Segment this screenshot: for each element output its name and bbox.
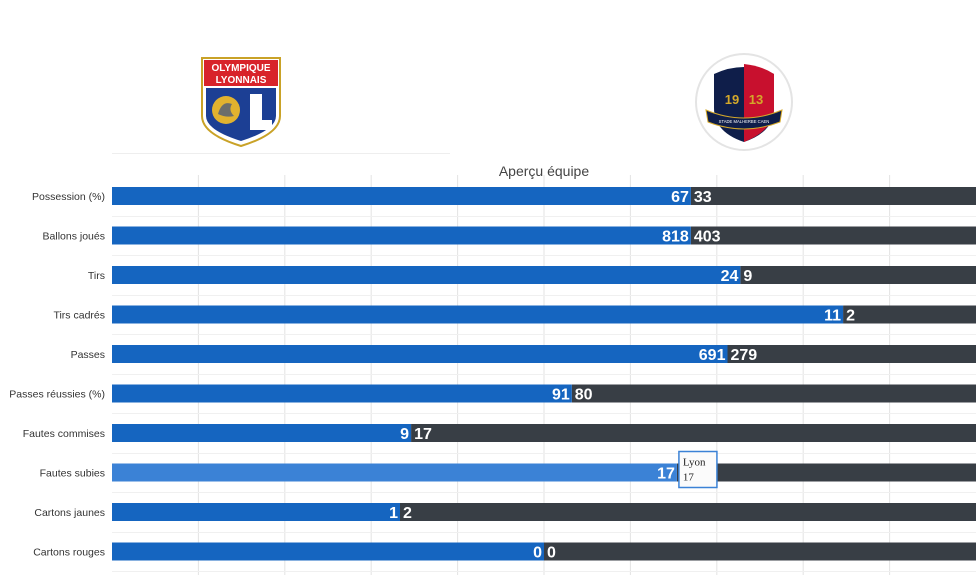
lyon-logo: OLYMPIQUE LYONNAIS (201, 57, 281, 148)
category-label: Cartons jaunes (34, 507, 105, 519)
bar-home[interactable] (112, 226, 691, 245)
category-label: Fautes commises (23, 428, 105, 440)
bar-home[interactable] (112, 424, 412, 442)
category-label: Passes réussies (%) (9, 389, 105, 401)
chart-bars: Possession (%) 67 33 Ballons joués 818 403 Tir… (9, 187, 977, 562)
category-label: Possession (%) (32, 191, 105, 203)
bar-away-value: 403 (694, 229, 721, 246)
caen-logo-year-right: 13 (749, 92, 763, 107)
bar-away-value: 33 (694, 189, 712, 206)
caen-logo: 19 13 STADE MALHERBE CAEN (695, 53, 793, 151)
bar-home-value: 691 (699, 347, 726, 364)
category-label: Tirs cadrés (53, 310, 105, 322)
bar-away[interactable] (690, 226, 976, 245)
tooltip-box (678, 450, 718, 489)
bar-away[interactable] (571, 384, 976, 403)
bar-home-value: 24 (721, 268, 739, 285)
bar-home[interactable] (112, 463, 677, 482)
bar-away-value: 80 (575, 387, 593, 404)
bar-home-value: 0 (533, 545, 542, 562)
bar-home-value: 17 (657, 466, 675, 483)
category-label: Ballons joués (43, 231, 105, 243)
bar-away[interactable] (676, 463, 976, 482)
bar-home-value: 1 (389, 505, 398, 522)
lyon-logo-text-2: LYONNAIS (216, 75, 267, 86)
bar-home[interactable] (112, 542, 544, 561)
bar-away[interactable] (400, 503, 976, 521)
bar-home[interactable] (112, 266, 741, 284)
category-label: Passes (71, 349, 105, 361)
bar-home[interactable] (112, 384, 572, 403)
bar-away-value: 2 (403, 505, 412, 522)
bar-away-value: 2 (846, 308, 855, 325)
bar-home[interactable] (112, 187, 691, 205)
caen-logo-motto: STADE MALHERBE CAEN (719, 119, 770, 124)
lyon-logo-red-band (204, 60, 278, 86)
bar-away[interactable] (740, 266, 976, 284)
bar-away-value: 9 (743, 268, 752, 285)
bar-away[interactable] (411, 424, 977, 442)
bar-away[interactable] (690, 187, 976, 205)
bar-away[interactable] (544, 542, 976, 561)
bar-away-value: 17 (414, 426, 432, 443)
bar-home-value: 67 (671, 189, 689, 206)
tooltip-value: 17 (683, 472, 695, 484)
caen-logo-year-left: 19 (725, 92, 739, 107)
bar-home[interactable] (112, 305, 844, 324)
category-label: Tirs (88, 270, 105, 282)
bar-home-value: 9 (400, 426, 409, 443)
bar-away-value: 0 (547, 545, 556, 562)
lyon-logo-text-1: OLYMPIQUE (211, 63, 270, 74)
bar-home-value: 818 (662, 229, 689, 246)
bar-home[interactable] (112, 345, 728, 363)
lyon-logo-L-letter (250, 94, 272, 130)
chart-title: Aperçu équipe (499, 163, 590, 179)
bar-away-value: 279 (730, 347, 757, 364)
bar-home-value: 91 (552, 387, 570, 404)
category-label: Fautes subies (40, 468, 105, 480)
category-label: Cartons rouges (33, 547, 105, 559)
chart-tooltip: Lyon 17 (678, 450, 718, 489)
tooltip-series-name: Lyon (683, 457, 706, 469)
bar-home-value: 11 (824, 308, 841, 325)
bar-away[interactable] (727, 345, 976, 363)
bar-away[interactable] (843, 305, 976, 324)
bar-home[interactable] (112, 503, 400, 521)
